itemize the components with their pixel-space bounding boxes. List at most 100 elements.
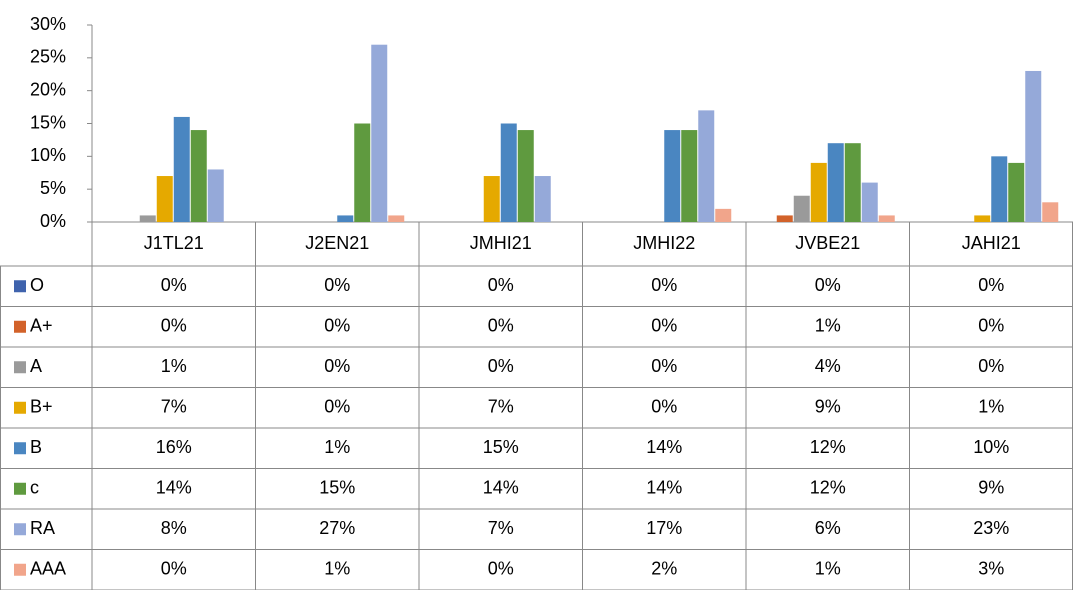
data-label: 7%: [161, 397, 187, 417]
data-label: 0%: [651, 316, 677, 336]
data-label: 1%: [161, 356, 187, 376]
bar: [974, 215, 991, 222]
bar: [776, 215, 793, 222]
legend-key: [14, 523, 26, 536]
bar: [878, 215, 895, 222]
data-label: 4%: [815, 356, 841, 376]
y-tick-label: 15%: [30, 112, 66, 132]
x-tick-label: JAHI21: [962, 233, 1021, 253]
legend-label: AAA: [30, 559, 66, 579]
x-tick-label: JMHI21: [470, 233, 532, 253]
legend-label: A+: [30, 316, 53, 336]
bar: [1042, 202, 1059, 222]
bar: [156, 176, 173, 222]
data-label: 0%: [488, 316, 514, 336]
data-label: 14%: [156, 478, 192, 498]
bar: [664, 130, 681, 222]
legend-label: A: [30, 356, 42, 376]
data-label: 9%: [978, 478, 1004, 498]
data-label: 1%: [815, 316, 841, 336]
data-label: 12%: [810, 478, 846, 498]
bar: [793, 195, 810, 222]
data-label: 14%: [646, 478, 682, 498]
data-label: 0%: [324, 275, 350, 295]
legend-label: O: [30, 275, 44, 295]
legend-label: c: [30, 478, 39, 498]
data-label: 23%: [973, 518, 1009, 538]
data-label: 15%: [319, 478, 355, 498]
data-label: 0%: [324, 316, 350, 336]
data-label: 14%: [483, 478, 519, 498]
x-tick-label: J2EN21: [305, 233, 369, 253]
bar: [991, 156, 1008, 222]
legend-key: [14, 482, 26, 495]
data-label: 16%: [156, 437, 192, 457]
data-label: 0%: [324, 356, 350, 376]
data-label: 0%: [161, 275, 187, 295]
bar: [139, 215, 156, 222]
x-tick-label: J1TL21: [144, 233, 204, 253]
bar: [715, 208, 732, 222]
data-label: 2%: [651, 559, 677, 579]
x-tick-label: JMHI22: [633, 233, 695, 253]
bar: [1025, 70, 1042, 222]
data-label: 0%: [651, 397, 677, 417]
bar: [371, 44, 388, 223]
data-label: 17%: [646, 518, 682, 538]
data-label: 10%: [973, 437, 1009, 457]
data-label: 0%: [161, 559, 187, 579]
bar: [388, 215, 405, 222]
bar: [483, 176, 500, 222]
data-label: 6%: [815, 518, 841, 538]
data-label: 0%: [651, 356, 677, 376]
legend-key: [14, 401, 26, 414]
bar: [698, 110, 715, 222]
data-label: 14%: [646, 437, 682, 457]
legend-key: [14, 280, 26, 293]
data-label: 0%: [488, 356, 514, 376]
y-tick-label: 20%: [30, 79, 66, 99]
data-label: 15%: [483, 437, 519, 457]
bar: [500, 123, 517, 222]
bar: [173, 116, 190, 222]
bar: [534, 176, 551, 222]
data-label: 0%: [815, 275, 841, 295]
data-label: 7%: [488, 518, 514, 538]
bar: [354, 123, 371, 222]
data-label: 1%: [815, 559, 841, 579]
data-label: 3%: [978, 559, 1004, 579]
data-label: 9%: [815, 397, 841, 417]
y-tick-label: 0%: [40, 211, 66, 231]
legend-label: B+: [30, 397, 53, 417]
data-label: 27%: [319, 518, 355, 538]
data-label: 12%: [810, 437, 846, 457]
bar: [207, 169, 224, 222]
data-label: 0%: [324, 397, 350, 417]
bar: [861, 182, 878, 222]
bar: [810, 162, 827, 222]
legend-key: [14, 563, 26, 576]
data-label: 1%: [324, 437, 350, 457]
y-tick-label: 5%: [40, 178, 66, 198]
y-tick-label: 10%: [30, 145, 66, 165]
legend-key: [14, 320, 26, 333]
bar: [1008, 162, 1025, 222]
data-label: 8%: [161, 518, 187, 538]
legend-key: [14, 442, 26, 455]
bar: [190, 130, 207, 222]
bar: [844, 143, 861, 222]
y-tick-label: 25%: [30, 47, 66, 67]
data-label: 0%: [978, 316, 1004, 336]
data-label: 0%: [651, 275, 677, 295]
legend-key: [14, 361, 26, 374]
bar: [681, 130, 698, 222]
data-label: 0%: [488, 559, 514, 579]
data-label: 0%: [978, 275, 1004, 295]
bar: [337, 215, 354, 222]
legend-label: RA: [30, 518, 55, 538]
x-tick-label: JVBE21: [795, 233, 860, 253]
data-label: 0%: [978, 356, 1004, 376]
data-label: 0%: [161, 316, 187, 336]
data-label: 0%: [488, 275, 514, 295]
